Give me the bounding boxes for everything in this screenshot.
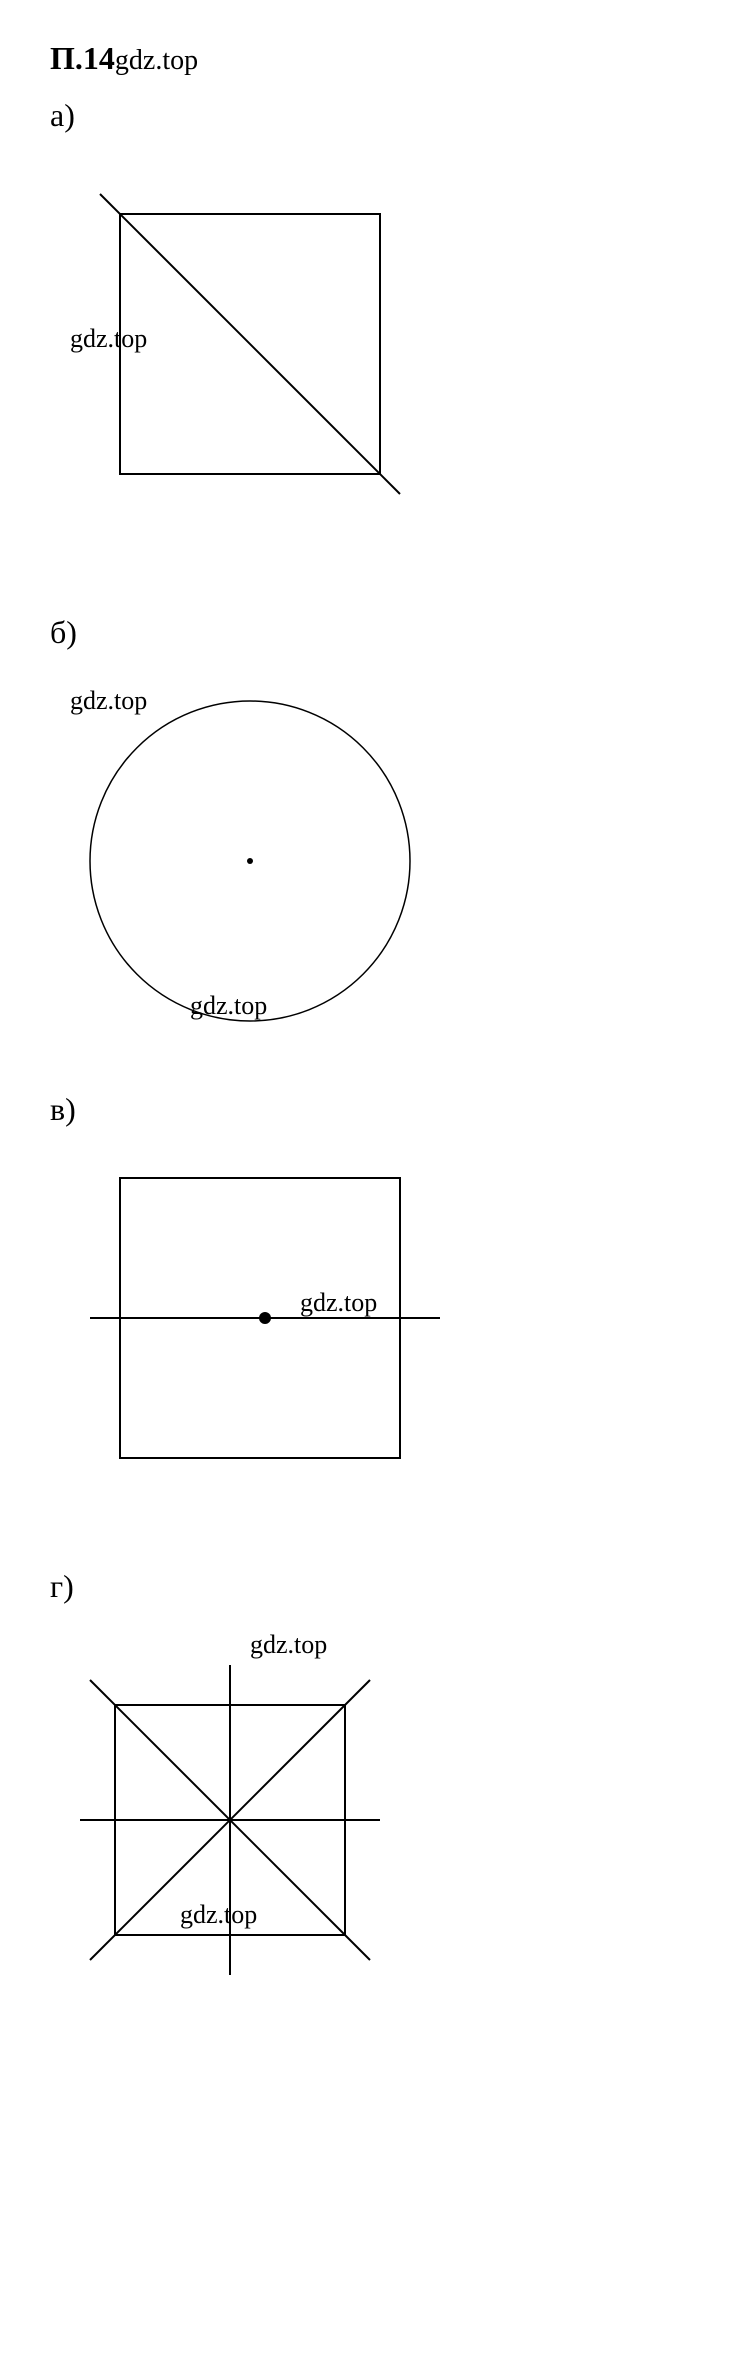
label-c: в) bbox=[50, 1091, 702, 1128]
watermark-c: gdz.top bbox=[300, 1288, 377, 1318]
watermark-d-2: gdz.top bbox=[180, 1900, 257, 1930]
figure-c: gdz.top bbox=[50, 1148, 450, 1528]
dot-c bbox=[259, 1312, 271, 1324]
heading-watermark: gdz.top bbox=[115, 45, 198, 76]
figure-a: gdz.top bbox=[50, 154, 400, 574]
label-b: б) bbox=[50, 614, 702, 651]
watermark-b-1: gdz.top bbox=[70, 686, 147, 716]
watermark-a: gdz.top bbox=[70, 324, 147, 354]
figure-d: gdz.top gdz.top bbox=[50, 1625, 430, 2005]
label-a: а) bbox=[50, 97, 702, 134]
center-dot-b bbox=[247, 858, 253, 864]
figure-c-svg bbox=[50, 1148, 450, 1498]
label-d: г) bbox=[50, 1568, 702, 1605]
figure-b: gdz.top gdz.top bbox=[50, 671, 430, 1051]
watermark-d-1: gdz.top bbox=[250, 1630, 327, 1660]
watermark-b-2: gdz.top bbox=[190, 991, 267, 1021]
figure-d-svg bbox=[50, 1625, 410, 1985]
problem-heading: П.14 bbox=[50, 40, 115, 76]
